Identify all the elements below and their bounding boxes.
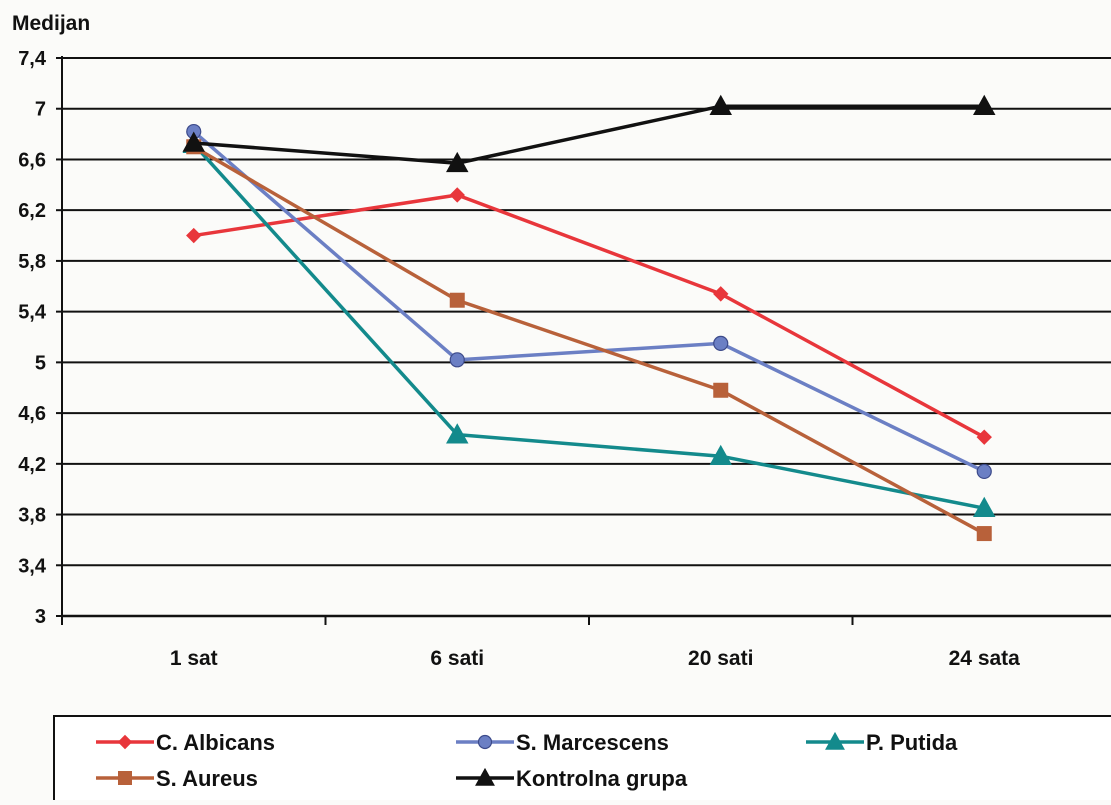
data-point	[446, 151, 469, 173]
y-tick-label: 3,8	[18, 505, 46, 527]
data-point	[449, 352, 465, 368]
series-layer	[182, 94, 996, 542]
data-point	[976, 429, 992, 445]
legend-box	[53, 715, 1111, 805]
series-s-aureus	[186, 139, 992, 542]
data-point	[449, 187, 465, 203]
y-tick-label: 6,2	[18, 200, 46, 222]
legend-entry: C. Albicans	[96, 730, 275, 755]
data-point	[118, 771, 132, 785]
y-tick-label: 3	[35, 606, 46, 628]
data-point	[973, 94, 996, 116]
legend-entry: Kontrolna grupa	[456, 766, 688, 791]
axis-layer: 3 3,4 3,8 4,2 4,6 5 5,4 5,8 6,2 6,6 7 7,4 1 sat 6 sat…	[18, 48, 1111, 670]
data-point	[186, 227, 202, 244]
series-p-putida	[182, 132, 996, 518]
data-point	[709, 444, 732, 466]
data-point	[477, 734, 493, 750]
legend-label: S. Marcescens	[516, 730, 669, 755]
y-tick-label: 7,4	[18, 48, 47, 70]
data-point	[825, 731, 845, 750]
data-point	[117, 734, 133, 750]
x-tick-label: 1 sat	[170, 647, 218, 670]
series-line	[193, 193, 986, 439]
legend-label: C. Albicans	[156, 730, 275, 755]
data-point	[449, 292, 465, 308]
data-point	[973, 496, 996, 518]
y-tick-label: 6,6	[18, 149, 46, 171]
legend: C. Albicans S. Marcescens P. Putida S. Aure…	[53, 715, 1111, 805]
legend-label: Kontrolna grupa	[516, 766, 688, 791]
legend-entry: S. Aureus	[96, 766, 258, 791]
x-tick-label: 6 sati	[430, 647, 484, 670]
y-tick-label: 5,8	[18, 251, 46, 273]
y-axis-label: Medijan	[12, 12, 90, 35]
series-c-albicans	[186, 187, 992, 445]
x-tick-label: 24 sata	[949, 647, 1021, 670]
data-point	[182, 131, 205, 152]
series-line	[192, 130, 986, 474]
data-point	[976, 526, 992, 542]
legend-entry: P. Putida	[806, 730, 958, 755]
y-tick-label: 7	[35, 99, 46, 121]
legend-entry: S. Marcescens	[456, 730, 669, 755]
series-kontrolna-grupa	[182, 94, 996, 173]
y-tick-label: 4,2	[18, 454, 46, 476]
data-point	[446, 423, 469, 444]
legend-label: S. Aureus	[156, 766, 258, 791]
series-line	[192, 143, 985, 510]
series-line	[193, 104, 985, 166]
data-point	[713, 286, 729, 302]
legend-label: P. Putida	[866, 730, 958, 755]
data-point	[709, 94, 732, 116]
series-s-marcescens	[186, 123, 992, 480]
series-line	[192, 145, 986, 536]
data-point	[713, 382, 729, 398]
grid-layer	[62, 57, 1111, 567]
y-tick-label: 3,4	[18, 555, 47, 577]
y-tick-label: 4,6	[18, 403, 46, 425]
y-tick-label: 5	[35, 352, 46, 374]
x-tick-label: 20 sati	[688, 647, 753, 670]
y-tick-label: 5,4	[18, 302, 47, 324]
data-point	[475, 767, 495, 786]
data-point	[976, 463, 992, 480]
data-point	[713, 335, 729, 351]
